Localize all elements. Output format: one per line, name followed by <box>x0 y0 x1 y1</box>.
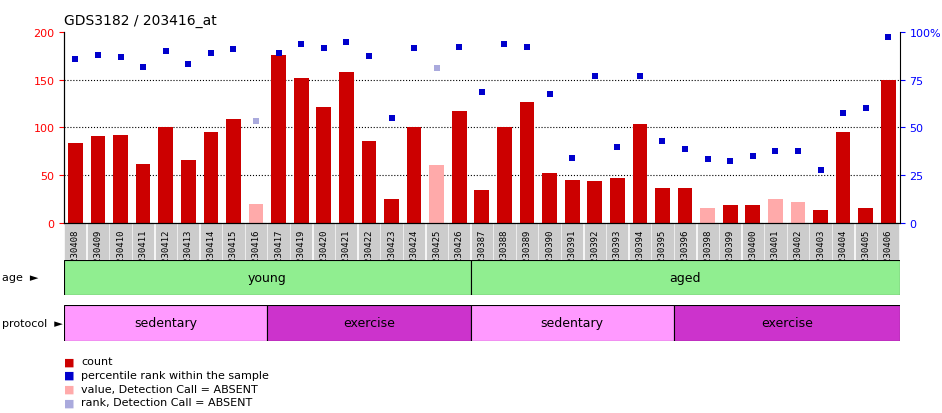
Bar <box>64 260 471 295</box>
Bar <box>317 108 331 223</box>
Text: exercise: exercise <box>343 317 395 330</box>
Bar <box>203 133 219 223</box>
Bar <box>677 189 692 223</box>
Bar <box>68 143 83 223</box>
Bar <box>471 260 900 295</box>
Text: count: count <box>81 356 112 366</box>
Text: GDS3182 / 203416_at: GDS3182 / 203416_at <box>64 14 217 28</box>
Bar <box>588 181 602 223</box>
Bar <box>113 135 128 223</box>
Bar <box>858 209 873 223</box>
Text: sedentary: sedentary <box>541 317 604 330</box>
Bar <box>384 199 398 223</box>
Bar <box>543 173 557 223</box>
Text: percentile rank within the sample: percentile rank within the sample <box>81 370 268 380</box>
Text: age  ►: age ► <box>2 273 39 283</box>
Text: sedentary: sedentary <box>134 317 197 330</box>
Bar <box>674 306 900 341</box>
Bar <box>836 133 851 223</box>
Bar <box>655 189 670 223</box>
Bar <box>339 73 353 223</box>
Bar <box>64 306 268 341</box>
Bar <box>271 56 286 223</box>
Bar <box>745 206 760 223</box>
Text: ■: ■ <box>64 384 74 394</box>
Bar <box>471 306 674 341</box>
Bar <box>452 112 466 223</box>
Bar <box>881 81 896 223</box>
Bar <box>475 191 489 223</box>
Text: rank, Detection Call = ABSENT: rank, Detection Call = ABSENT <box>81 397 252 407</box>
Text: ■: ■ <box>64 370 74 380</box>
Bar <box>181 160 196 223</box>
Bar <box>90 137 106 223</box>
Bar <box>294 78 309 223</box>
Bar <box>136 165 151 223</box>
Bar <box>430 166 444 223</box>
Bar <box>497 128 512 223</box>
Text: exercise: exercise <box>761 317 813 330</box>
Text: protocol  ►: protocol ► <box>2 318 62 328</box>
Text: ■: ■ <box>64 356 74 366</box>
Bar <box>520 102 534 223</box>
Bar <box>158 128 173 223</box>
Text: ■: ■ <box>64 397 74 407</box>
Bar <box>610 178 625 223</box>
Text: aged: aged <box>670 271 701 284</box>
Text: young: young <box>248 271 286 284</box>
Bar <box>362 141 376 223</box>
Bar <box>407 128 421 223</box>
Bar <box>768 199 783 223</box>
Bar <box>790 202 805 223</box>
Bar <box>633 124 647 223</box>
Bar <box>226 119 241 223</box>
Bar <box>565 180 579 223</box>
Bar <box>249 204 264 223</box>
Text: value, Detection Call = ABSENT: value, Detection Call = ABSENT <box>81 384 258 394</box>
Bar <box>723 206 738 223</box>
Bar <box>700 209 715 223</box>
Bar <box>813 211 828 223</box>
Bar <box>268 306 471 341</box>
